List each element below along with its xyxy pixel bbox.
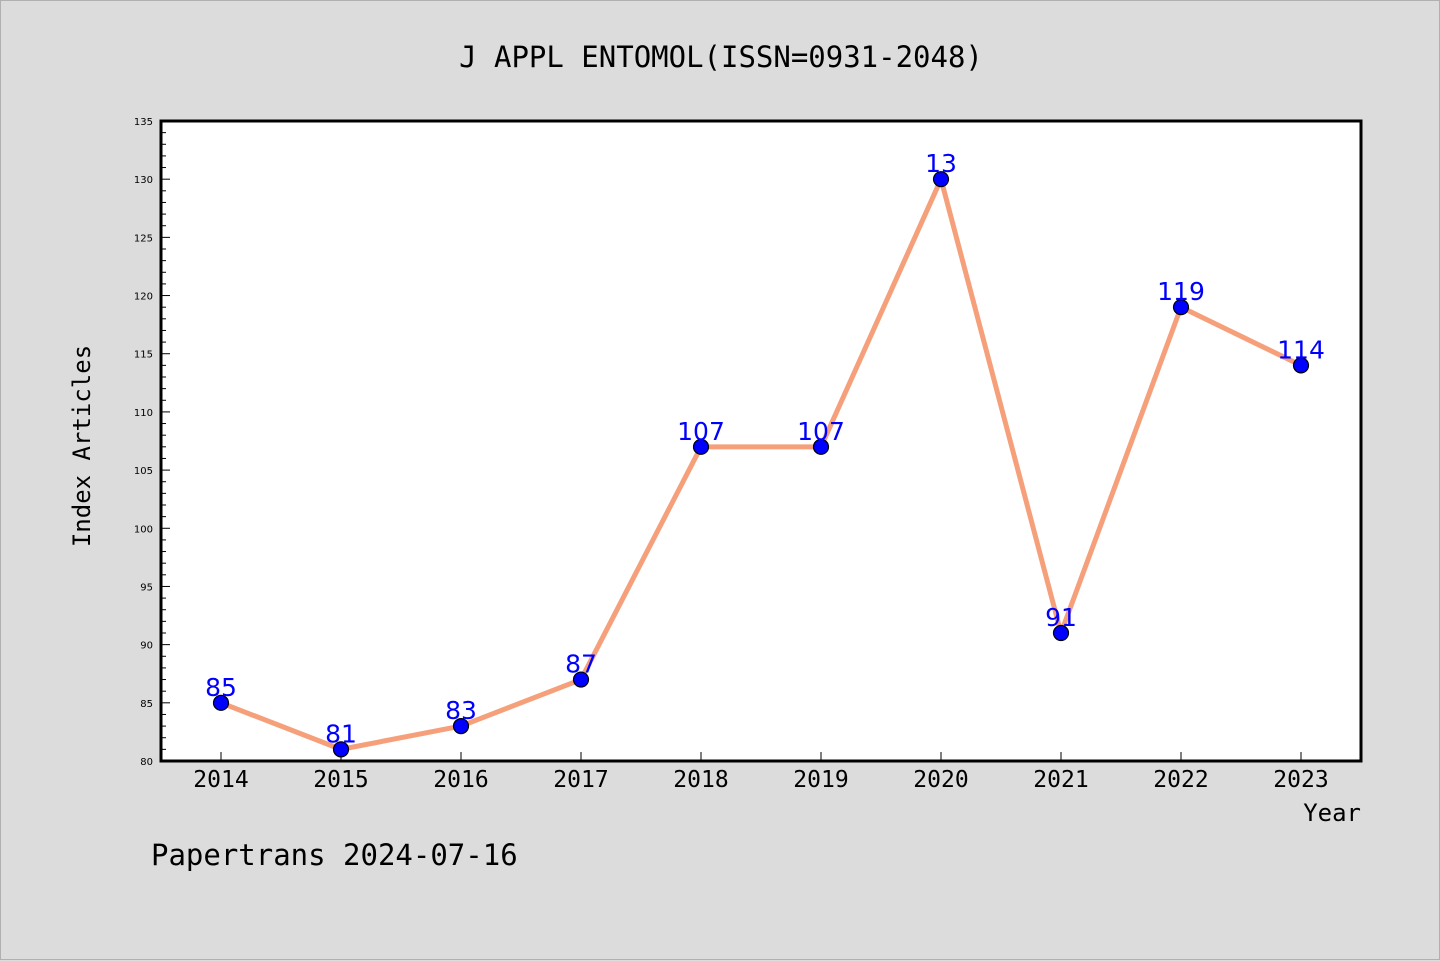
x-axis: 2014 2015 2016 2017 2018 2019 2020 2021 2022 2023 [193, 752, 1329, 793]
y-tick-label: 80 [140, 757, 153, 768]
data-point [452, 717, 470, 735]
y-tick-label: 135 [134, 117, 153, 128]
data-label: 85 [205, 673, 237, 702]
data-point [1172, 299, 1190, 316]
footer-text: Papertrans 2024-07-16 [151, 838, 518, 872]
x-tick-label: 2022 [1153, 767, 1208, 793]
data-point [1292, 357, 1310, 374]
data-label: 107 [797, 417, 845, 446]
x-tick-label: 2018 [673, 767, 728, 793]
series-layer [212, 171, 1310, 758]
x-axis-label: Year [1303, 799, 1361, 827]
y-axis: 80 85 90 95 100 105 110 115 120 125 130 135 [134, 117, 170, 768]
x-tick-label: 2017 [553, 767, 608, 793]
x-tick-label: 2023 [1273, 767, 1328, 793]
data-label: 83 [445, 696, 477, 725]
x-tick-label: 2016 [433, 767, 488, 793]
y-tick-label: 105 [134, 466, 153, 477]
data-label: 13 [925, 149, 957, 178]
y-tick-label: 120 [134, 292, 153, 303]
data-point [572, 671, 590, 688]
data-label: 107 [677, 417, 725, 446]
x-tick-label: 2019 [793, 767, 848, 793]
data-point [812, 438, 830, 455]
data-point [692, 438, 710, 455]
data-point [1052, 624, 1070, 642]
y-tick-label: 115 [134, 350, 153, 361]
series-line [218, 176, 1304, 752]
y-axis-label: Index Articles [68, 345, 96, 547]
data-label: 91 [1045, 603, 1077, 632]
y-tick-label: 90 [140, 641, 153, 652]
x-tick-label: 2015 [313, 767, 368, 793]
y-tick-label: 100 [134, 524, 153, 535]
chart-title: J APPL ENTOMOL(ISSN=0931-2048) [459, 40, 983, 74]
data-point [212, 694, 230, 711]
y-tick-label: 130 [134, 175, 153, 186]
x-tick-label: 2014 [193, 767, 248, 793]
data-point [332, 741, 350, 758]
y-tick-label: 125 [134, 233, 153, 244]
y-tick-label: 110 [134, 408, 153, 419]
plot-area [159, 119, 1363, 763]
x-tick-label: 2021 [1033, 767, 1088, 793]
data-label-layer: 85 81 83 87 107 107 13 91 119 114 [205, 149, 1325, 748]
data-label: 81 [325, 719, 357, 748]
y-tick-label: 95 [140, 582, 153, 593]
x-tick-label: 2020 [913, 767, 968, 793]
data-point [932, 171, 950, 188]
data-label: 119 [1157, 277, 1205, 306]
y-tick-label: 85 [140, 699, 153, 710]
data-label: 114 [1277, 335, 1325, 364]
data-label: 87 [565, 650, 597, 679]
